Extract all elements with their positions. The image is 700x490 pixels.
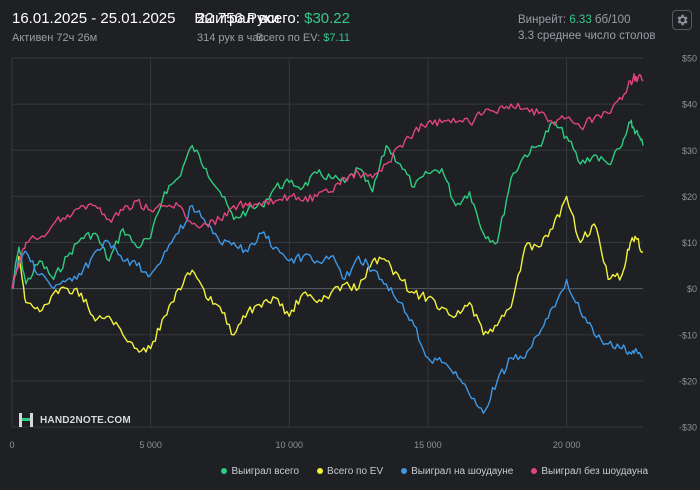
won-value: $30.22 [304,10,350,27]
profit-chart: $50 $40 $30 $20 $10 $0 -$10 -$20 -$30 0 5 000 10 00… [9,54,697,451]
winrate-unit: бб/100 [594,14,631,26]
y-tick-label: $40 [682,100,697,110]
legend-item-won-total[interactable]: Выиграл всего [221,464,299,478]
header: 16.01.2025 - 25.01.2025 Активен 72ч 26м … [0,0,700,50]
y-tick-label: $0 [687,284,697,294]
ev-total: Всего по EV: $7.11 [194,32,350,44]
y-tick-label: $20 [682,192,697,202]
won-total: Выиграл всего: $30.22 [194,10,350,27]
date-range: 16.01.2025 - 25.01.2025 [12,10,176,27]
y-tick-label: -$20 [679,376,697,386]
winrate: Винрейт: 6.33 бб/100 [518,12,656,28]
settings-button[interactable] [672,10,692,30]
y-tick-label: $10 [682,238,697,248]
active-time: Активен 72ч 26м [12,32,98,44]
legend-item-ev[interactable]: Всего по EV [317,464,383,478]
logo-text: HAND2NOTE.COM [40,414,131,426]
legend-dot-blue [401,468,408,474]
logo: HAND2NOTE.COM [18,412,131,428]
y-tick-label: -$10 [679,330,697,340]
series-line-non-showdown [11,73,644,289]
legend: Выиграл всего Всего по EV Выиграл на шоу… [0,464,700,478]
winnings-info: Выиграл всего: $30.22 Всего по EV: $7.11 [194,10,350,44]
hands-count: 22 756 Руки [197,10,280,27]
legend-dot-yellow [317,468,324,474]
x-tick-label: 5 000 [139,440,162,450]
legend-label: Выиграл всего [231,465,300,477]
ev-value: $7.11 [323,32,350,44]
y-tick-label: -$30 [679,423,697,433]
legend-label: Выиграл на шоудауне [411,465,514,477]
won-label: Выиграл всего: [194,10,300,27]
x-tick-label: 0 [9,440,14,450]
hand2note-logo-icon [19,413,33,427]
winrate-value: 6.33 [569,14,592,26]
session-info: 16.01.2025 - 25.01.2025 Активен 72ч 26м [12,10,175,44]
hands-per-hour: 314 рук в час [197,32,265,44]
legend-dot-pink [531,468,538,474]
winrate-info: Винрейт: 6.33 бб/100 3.3 среднее число с… [518,12,656,44]
series-line-showdown [11,204,644,414]
series-line-won-total [11,119,644,289]
legend-dot-green [221,468,228,474]
avg-tables: 3.3 среднее число столов [518,30,656,42]
legend-label: Всего по EV [327,465,384,477]
x-tick-label: 10 000 [276,440,304,450]
y-tick-label: $30 [682,146,697,156]
series-line-ev [11,195,644,353]
y-tick-label: $50 [682,54,697,64]
ev-label: Всего по EV: [255,32,321,44]
hands-info: 22 756 Руки 314 рук в час [197,10,280,44]
gear-icon [677,14,688,26]
legend-item-non-showdown[interactable]: Выиграл без шоудауна [531,464,648,478]
legend-item-showdown[interactable]: Выиграл на шоудауне [401,464,513,478]
x-tick-label: 15 000 [414,440,442,450]
winrate-label: Винрейт: [518,14,567,26]
legend-label: Выиграл без шоудауна [541,465,648,477]
x-tick-label: 20 000 [553,440,581,450]
